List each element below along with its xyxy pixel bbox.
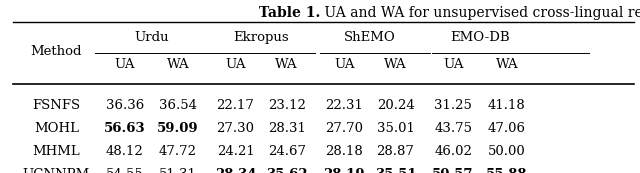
Text: 27.30: 27.30 xyxy=(216,122,255,135)
Text: MHML: MHML xyxy=(33,145,80,158)
Text: UCNNPM: UCNNPM xyxy=(22,168,90,173)
Text: 46.02: 46.02 xyxy=(434,145,472,158)
Text: 28.34: 28.34 xyxy=(215,168,256,173)
Text: 28.87: 28.87 xyxy=(376,145,415,158)
Text: 47.06: 47.06 xyxy=(488,122,526,135)
Text: 50.00: 50.00 xyxy=(488,145,525,158)
Text: 47.72: 47.72 xyxy=(159,145,197,158)
Text: WA: WA xyxy=(384,58,407,71)
Text: 43.75: 43.75 xyxy=(434,122,472,135)
Text: Urdu: Urdu xyxy=(134,31,169,44)
Text: WA: WA xyxy=(495,58,518,71)
Text: 24.21: 24.21 xyxy=(217,145,254,158)
Text: 48.12: 48.12 xyxy=(106,145,143,158)
Text: UA: UA xyxy=(334,58,355,71)
Text: 55.88: 55.88 xyxy=(486,168,527,173)
Text: 28.18: 28.18 xyxy=(326,145,363,158)
Text: 35.01: 35.01 xyxy=(376,122,415,135)
Text: 24.67: 24.67 xyxy=(268,145,306,158)
Text: Ekropus: Ekropus xyxy=(234,31,289,44)
Text: MOHL: MOHL xyxy=(34,122,79,135)
Text: 27.70: 27.70 xyxy=(325,122,364,135)
Text: 20.24: 20.24 xyxy=(377,99,414,112)
Text: EMO-DB: EMO-DB xyxy=(450,31,510,44)
Text: 56.63: 56.63 xyxy=(104,122,146,135)
Text: 31.25: 31.25 xyxy=(434,99,472,112)
Text: 59.09: 59.09 xyxy=(157,122,199,135)
Text: FSNFS: FSNFS xyxy=(32,99,81,112)
Text: Method: Method xyxy=(31,44,82,58)
Text: 22.31: 22.31 xyxy=(325,99,364,112)
Text: WA: WA xyxy=(275,58,298,71)
Text: 50.57: 50.57 xyxy=(433,168,474,173)
Text: 41.18: 41.18 xyxy=(488,99,525,112)
Text: UA and WA for unsupervised cross-lingual results.: UA and WA for unsupervised cross-lingual… xyxy=(320,6,640,20)
Text: 54.55: 54.55 xyxy=(106,168,143,173)
Text: WA: WA xyxy=(166,58,189,71)
Text: UA: UA xyxy=(443,58,463,71)
Text: Table 1.: Table 1. xyxy=(259,6,320,20)
Text: 36.36: 36.36 xyxy=(106,99,144,112)
Text: 51.31: 51.31 xyxy=(159,168,197,173)
Text: 28.31: 28.31 xyxy=(268,122,306,135)
Text: ShEMO: ShEMO xyxy=(344,31,396,44)
Text: 22.17: 22.17 xyxy=(216,99,255,112)
Text: UA: UA xyxy=(225,58,246,71)
Text: 28.19: 28.19 xyxy=(323,168,365,173)
Text: 35.51: 35.51 xyxy=(374,168,417,173)
Text: UA: UA xyxy=(115,58,135,71)
Text: 35.62: 35.62 xyxy=(266,168,308,173)
Text: 23.12: 23.12 xyxy=(268,99,306,112)
Text: 36.54: 36.54 xyxy=(159,99,197,112)
